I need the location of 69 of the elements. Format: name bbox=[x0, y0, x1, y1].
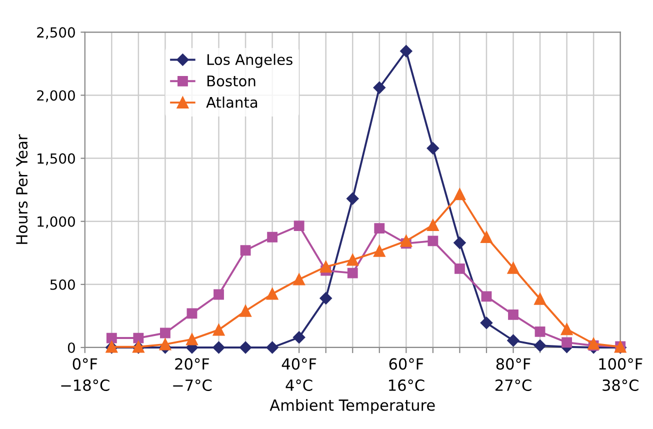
point bbox=[346, 254, 359, 266]
y-tick-label: 0 bbox=[68, 342, 75, 353]
y-tick-label: 2,500 bbox=[37, 27, 75, 40]
y-axis-title: Hours Per Year bbox=[16, 134, 28, 244]
legend-label: Los Angeles bbox=[207, 54, 292, 68]
y-tick-label: 1,000 bbox=[38, 216, 75, 228]
point bbox=[428, 236, 438, 246]
point bbox=[454, 263, 465, 274]
x-axis-title: Ambient Temperature bbox=[270, 399, 435, 414]
point bbox=[212, 324, 225, 336]
x2-tick-label: 16°C bbox=[389, 379, 424, 391]
x2-tick-label: −7°C bbox=[173, 379, 212, 391]
point bbox=[426, 142, 440, 154]
point bbox=[292, 331, 306, 344]
point bbox=[400, 235, 412, 247]
point bbox=[266, 288, 278, 300]
point bbox=[374, 223, 385, 234]
x-tick-label: 60°F bbox=[389, 358, 424, 370]
point bbox=[534, 340, 546, 352]
point bbox=[534, 293, 546, 305]
point bbox=[214, 289, 224, 300]
y-tick-label: 2,000 bbox=[37, 90, 75, 102]
point bbox=[240, 245, 251, 256]
point bbox=[454, 188, 466, 200]
point bbox=[159, 338, 172, 350]
point bbox=[480, 316, 493, 329]
point bbox=[454, 236, 466, 249]
point bbox=[560, 323, 573, 336]
point bbox=[294, 220, 304, 231]
point bbox=[186, 333, 198, 346]
point bbox=[562, 337, 572, 348]
point bbox=[266, 341, 278, 354]
point bbox=[508, 309, 518, 320]
point bbox=[186, 308, 198, 319]
x2-tick-label: 4°C bbox=[286, 379, 312, 391]
point bbox=[106, 332, 117, 344]
point bbox=[534, 326, 546, 337]
x2-tick-label: −18°C bbox=[61, 379, 110, 391]
x-tick-label: 40°F bbox=[282, 358, 316, 370]
point bbox=[480, 231, 492, 244]
legend-label: Atlanta bbox=[206, 96, 258, 108]
point bbox=[293, 273, 305, 286]
point bbox=[373, 245, 386, 257]
x-tick-label: 20°F bbox=[175, 358, 210, 370]
point bbox=[400, 44, 412, 58]
legend-label: Boston bbox=[207, 76, 256, 86]
y-tick-label: 1,500 bbox=[38, 153, 75, 166]
point bbox=[240, 305, 252, 317]
point bbox=[347, 268, 358, 278]
point bbox=[373, 82, 386, 94]
point bbox=[507, 262, 520, 274]
x-tick-label: 100°F bbox=[599, 358, 642, 370]
point bbox=[133, 332, 144, 344]
x2-tick-label: 38°C bbox=[602, 379, 638, 391]
x-tick-label: 80°F bbox=[496, 358, 530, 370]
point bbox=[507, 334, 520, 347]
x-tick-label: 0°F bbox=[72, 358, 98, 370]
point bbox=[588, 338, 600, 350]
point bbox=[481, 291, 492, 302]
point bbox=[320, 292, 332, 304]
y-tick-label: 500 bbox=[50, 279, 75, 290]
point bbox=[320, 260, 332, 273]
point bbox=[212, 341, 225, 354]
point bbox=[160, 328, 170, 338]
x2-tick-label: 27°C bbox=[496, 379, 532, 391]
point bbox=[239, 341, 252, 354]
point bbox=[267, 232, 278, 242]
point bbox=[427, 219, 439, 232]
point bbox=[346, 192, 359, 205]
